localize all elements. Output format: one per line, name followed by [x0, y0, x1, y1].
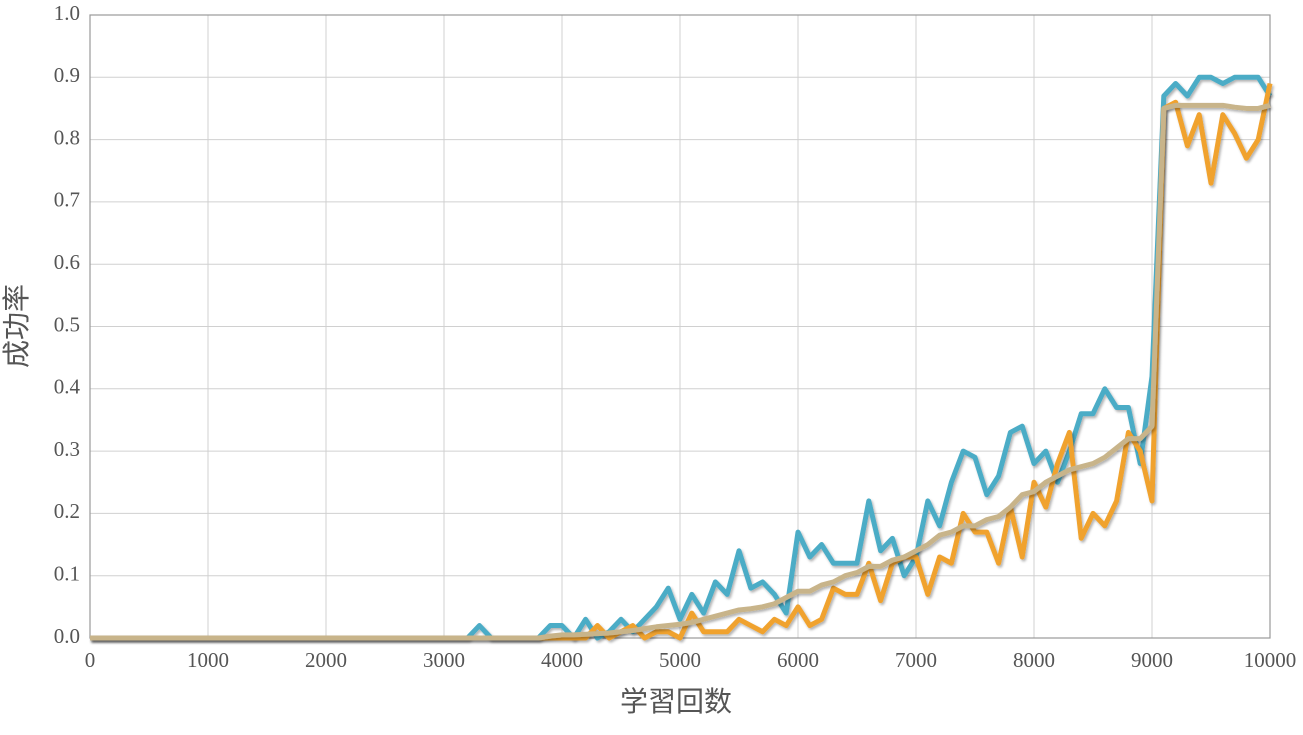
x-tick-label: 2000: [305, 648, 347, 672]
y-tick-label: 0.3: [54, 437, 80, 461]
x-tick-label: 0: [85, 648, 96, 672]
x-tick-label: 10000: [1244, 648, 1297, 672]
y-tick-label: 1.0: [54, 1, 80, 25]
x-tick-label: 6000: [777, 648, 819, 672]
x-tick-label: 8000: [1013, 648, 1055, 672]
y-tick-label: 0.2: [54, 499, 80, 523]
x-tick-label: 5000: [659, 648, 701, 672]
x-tick-label: 4000: [541, 648, 583, 672]
x-tick-label: 1000: [187, 648, 229, 672]
x-tick-label: 3000: [423, 648, 465, 672]
y-tick-label: 0.4: [54, 375, 81, 399]
y-tick-label: 0.9: [54, 63, 80, 87]
y-tick-label: 0.6: [54, 250, 80, 274]
y-tick-label: 0.5: [54, 312, 80, 336]
x-tick-label: 9000: [1131, 648, 1173, 672]
y-axis-title: 成功率: [0, 284, 33, 368]
x-tick-label: 7000: [895, 648, 937, 672]
x-axis-title: 学習回数: [620, 685, 732, 718]
y-tick-label: 0.0: [54, 624, 80, 648]
y-tick-label: 0.8: [54, 125, 80, 149]
y-tick-label: 0.1: [54, 562, 80, 586]
y-tick-label: 0.7: [54, 188, 80, 212]
data-line: [90, 102, 1271, 641]
